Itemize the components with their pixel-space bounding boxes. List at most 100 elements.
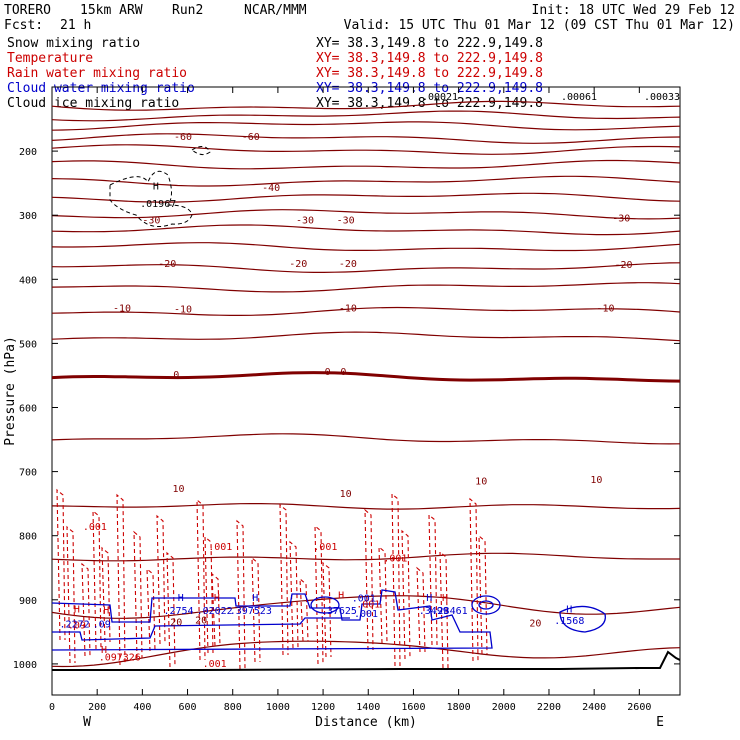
y-axis-label: Pressure (hPa) <box>3 336 18 446</box>
isotherm-line <box>51 144 681 155</box>
cloud-water-label: .397523 <box>230 606 272 617</box>
rain-contour <box>204 535 214 654</box>
rain-contour <box>133 530 143 659</box>
rain-contour <box>196 498 206 661</box>
isotherm-line <box>51 595 681 619</box>
temperature-label: -60 <box>174 132 192 143</box>
isotherm-line <box>51 121 681 131</box>
isotherm-line <box>51 262 681 273</box>
snow-contour <box>109 170 193 227</box>
high-marker: H <box>101 645 107 656</box>
cloud-water-label: .2754 <box>163 606 193 617</box>
legend-entry: Temperature <box>7 51 93 66</box>
rain-label: .09 <box>68 621 86 632</box>
rain-label: .001 <box>313 542 337 553</box>
legend-xy: XY= 38.3,149.8 to 222.9,149.8 <box>316 96 543 111</box>
high-marker: H <box>178 593 184 604</box>
x-tick-label: 1600 <box>401 702 425 713</box>
header: TORERO 15km ARW Run2 NCAR/MMM Init: 18 U… <box>4 3 735 33</box>
temperature-label: -30 <box>612 214 630 225</box>
x-tick-label: 1400 <box>356 702 380 713</box>
ice-contour <box>191 146 211 156</box>
rain-contour <box>289 540 299 649</box>
rain-label: .001 <box>383 553 407 564</box>
fcst-label: Fcst: <box>4 18 43 33</box>
high-marker: H <box>442 593 448 604</box>
legend-entry: Cloud ice mixing ratio <box>7 96 179 111</box>
snow-label: H <box>153 182 159 193</box>
top-label: .00061 <box>561 92 597 103</box>
rain-contour <box>428 513 438 646</box>
rain-label: .001 <box>83 522 107 533</box>
rain-contour <box>166 551 176 668</box>
temperature-label: -30 <box>142 216 160 227</box>
isotherm-line <box>51 192 681 203</box>
cloud-water-label: .02022 <box>197 606 233 617</box>
x-tick-label: 400 <box>133 702 151 713</box>
temperature-label: 0 <box>340 367 346 378</box>
x-tick-label: 1200 <box>311 702 335 713</box>
rain-label: .001 <box>356 599 380 610</box>
high-marker: H <box>103 605 109 616</box>
isotherm-line <box>51 175 681 187</box>
isotherm-line <box>51 100 681 111</box>
rain-contour <box>364 508 374 651</box>
temperature-label: 0 <box>173 370 179 381</box>
top-label: .00033 <box>644 92 680 103</box>
rain-contour <box>469 497 479 662</box>
y-tick-label: 700 <box>19 468 37 479</box>
x-tick-label: 2000 <box>492 702 516 713</box>
valid-time: Valid: 15 UTC Thu 01 Mar 12 (09 CST Thu … <box>344 18 735 33</box>
temperature-label: -10 <box>339 303 357 314</box>
temperature-label: -30 <box>337 216 355 227</box>
temperature-label: 10 <box>590 475 602 486</box>
cloud-water-contours <box>51 589 606 651</box>
rain-contours <box>56 488 488 670</box>
rain-contour <box>116 493 126 666</box>
temperature-label: -30 <box>296 216 314 227</box>
y-tick-label: 900 <box>19 596 37 607</box>
terrain-line <box>52 650 681 671</box>
x-end-east: E <box>656 715 664 730</box>
x-tick-label: 1800 <box>447 702 471 713</box>
legend: Snow mixing ratio XY= 38.3,149.8 to 222.9… <box>7 36 543 111</box>
x-end-west: W <box>83 715 91 730</box>
isotherm-line <box>51 209 681 220</box>
cloud-water-contour <box>310 596 340 614</box>
x-tick-label: 2200 <box>537 702 561 713</box>
isotherm-line <box>51 640 681 668</box>
isotherm-line <box>51 133 681 144</box>
rain-contour <box>92 509 102 650</box>
cloud-water-label: .37625 <box>321 606 357 617</box>
isotherm-line <box>51 282 681 293</box>
top-labels: .00021 .00061 .00033 <box>422 92 680 103</box>
legend-entry: Cloud water mixing ratio <box>7 81 195 96</box>
y-tick-label: 400 <box>19 275 37 286</box>
x-tick-label: 2400 <box>582 702 606 713</box>
rain-contour <box>251 556 261 663</box>
rain-contour <box>279 503 289 656</box>
org-label: NCAR/MMM <box>244 3 307 18</box>
legend-entry: Snow mixing ratio <box>7 36 140 51</box>
y-tick-label: 200 <box>19 147 37 158</box>
temperature-label: -40 <box>262 183 280 194</box>
isotherm-line <box>51 306 681 316</box>
rain-contour <box>299 577 309 642</box>
run-label: Run2 <box>172 3 203 18</box>
temperature-label: 0 <box>325 367 331 378</box>
cloud-water-label: .09 <box>93 619 111 630</box>
high-marker: H <box>74 605 80 616</box>
high-marker: H <box>214 593 220 604</box>
rain-contour <box>146 567 156 652</box>
temperature-label: 20 <box>195 616 207 627</box>
temperature-label: 20 <box>529 619 541 630</box>
high-marker: H <box>426 593 432 604</box>
top-label: .00021 <box>422 92 458 103</box>
legend-xy: XY= 38.3,149.8 to 222.9,149.8 <box>316 51 543 66</box>
rain-contour <box>236 519 246 670</box>
resolution: 15km ARW <box>80 3 143 18</box>
rain-contour <box>81 562 91 657</box>
cloud-water-label: .1568 <box>554 616 584 627</box>
high-marker: H <box>252 593 258 604</box>
x-axis-label: Distance (km) <box>315 715 417 730</box>
